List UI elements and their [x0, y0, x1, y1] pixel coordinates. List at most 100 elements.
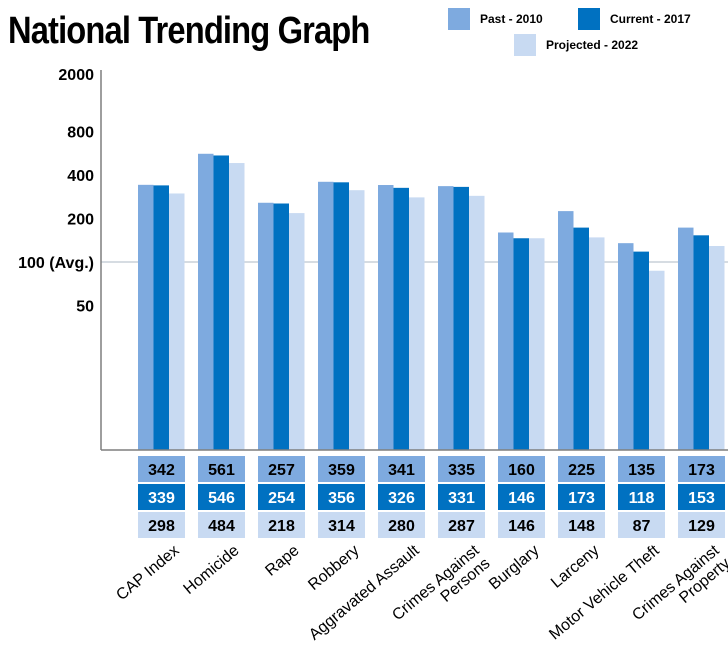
y-tick-label-4: 200: [67, 212, 94, 229]
table-cell-bg-s2-c8: [558, 484, 605, 510]
table-cell-value-s3-c7: 146: [508, 518, 535, 535]
table-cell-value-s3-c10: 129: [688, 518, 715, 535]
bar-s2-c7: [513, 238, 529, 450]
legend-item-projected: Projected - 2022: [514, 34, 638, 56]
category-label-3-line-1: Rape: [262, 542, 302, 580]
table-cell-bg-s2-c2: [198, 484, 245, 510]
table-cell-bg-s3-c1: [138, 512, 185, 538]
table-cell-value-s3-c8: 148: [568, 518, 595, 535]
table-cell-bg-s3-c5: [378, 512, 425, 538]
bar-s2-c10: [693, 235, 709, 450]
table-cell-value-s1-c4: 359: [328, 462, 355, 479]
table-cell-value-s3-c5: 280: [388, 518, 415, 535]
table-cell-bg-s2-c3: [258, 484, 305, 510]
table-cell-bg-s1-c10: [678, 456, 725, 482]
table-cell-value-s1-c8: 225: [568, 462, 595, 479]
table-cell-bg-s3-c4: [318, 512, 365, 538]
table-cell-bg-s2-c7: [498, 484, 545, 510]
table-cell-bg-s2-c10: [678, 484, 725, 510]
table-cell-bg-s3-c10: [678, 512, 725, 538]
table-cell-value-s2-c1: 339: [148, 490, 175, 507]
table-cell-bg-s1-c8: [558, 456, 605, 482]
table-cell-bg-s3-c7: [498, 512, 545, 538]
table-cell-bg-s3-c2: [198, 512, 245, 538]
table-cell-value-s2-c9: 118: [629, 490, 655, 507]
table-cell-bg-s3-c6: [438, 512, 485, 538]
table-cell-bg-s3-c3: [258, 512, 305, 538]
table-cell-value-s3-c6: 287: [448, 518, 475, 535]
bar-s3-c10: [709, 246, 725, 450]
category-label-8: Larceny: [548, 542, 603, 592]
bar-s2-c6: [453, 186, 469, 450]
bar-s2-c3: [273, 203, 289, 450]
legend-label-projected: Projected - 2022: [546, 38, 639, 52]
bar-s2-c8: [573, 227, 589, 450]
table-cell-value-s1-c2: 561: [208, 462, 235, 479]
table-cell-value-s1-c1: 342: [148, 462, 175, 479]
bar-s1-c4: [318, 181, 334, 450]
table-cell-value-s2-c10: 153: [688, 490, 715, 507]
table-cell-value-s2-c2: 546: [208, 490, 235, 507]
bar-s1-c8: [558, 211, 574, 450]
table-cell-bg-s1-c3: [258, 456, 305, 482]
category-label-9: Motor Vehicle Theft: [546, 542, 663, 644]
table-cell-bg-s1-c7: [498, 456, 545, 482]
bar-s1-c1: [138, 184, 154, 450]
table-cell-bg-s2-c1: [138, 484, 185, 510]
table-cell-value-s1-c3: 257: [268, 462, 295, 479]
bar-s3-c4: [349, 190, 365, 450]
table-cell-bg-s2-c9: [618, 484, 665, 510]
table-cell-bg-s1-c1: [138, 456, 185, 482]
category-label-4-line-1: Robbery: [305, 542, 362, 594]
category-label-2: Homicide: [181, 542, 243, 598]
table-cell-bg-s3-c9: [618, 512, 665, 538]
table-cell-value-s2-c5: 326: [388, 490, 415, 507]
category-label-1: CAP Index: [113, 542, 182, 604]
table-cell-bg-s1-c5: [378, 456, 425, 482]
y-tick-label-1: 2000: [58, 67, 94, 84]
legend-swatch-past: [448, 8, 470, 30]
bar-s2-c2: [213, 155, 229, 450]
bar-s3-c7: [529, 238, 545, 450]
bar-s3-c3: [289, 213, 305, 450]
table-cell-value-s1-c9: 135: [628, 462, 655, 479]
table-cell-value-s2-c6: 331: [448, 490, 475, 507]
y-tick-label-2: 800: [67, 125, 94, 142]
table-cell-bg-s1-c4: [318, 456, 365, 482]
category-label-8-line-1: Larceny: [548, 542, 603, 592]
bar-s1-c9: [618, 243, 634, 450]
legend-label-past: Past - 2010: [480, 12, 543, 26]
bar-s1-c5: [378, 185, 394, 450]
bar-s1-c6: [438, 186, 454, 450]
bar-s2-c9: [633, 251, 649, 450]
table-cell-value-s2-c3: 254: [268, 490, 295, 507]
bar-s3-c8: [589, 237, 605, 450]
category-label-5: Aggravated Assault: [306, 542, 423, 644]
bar-s1-c7: [498, 232, 514, 450]
legend-item-current: Current - 2017: [578, 8, 691, 30]
bar-s3-c1: [169, 193, 185, 450]
table-cell-value-s1-c10: 173: [688, 462, 715, 479]
bar-s2-c5: [393, 187, 409, 450]
bar-s1-c3: [258, 202, 274, 450]
table-cell-value-s3-c3: 218: [268, 518, 295, 535]
legend-swatch-current: [578, 8, 600, 30]
category-label-3: Rape: [262, 542, 302, 580]
bar-s1-c2: [198, 153, 214, 450]
legend-item-past: Past - 2010: [448, 8, 543, 30]
table-cell-value-s1-c7: 160: [508, 462, 535, 479]
bar-s3-c2: [229, 163, 245, 450]
table-cell-value-s3-c4: 314: [328, 518, 355, 535]
y-tick-label-6: 50: [76, 298, 94, 315]
category-label-2-line-1: Homicide: [181, 542, 243, 598]
bar-s3-c9: [649, 270, 665, 450]
table-cell-bg-s1-c9: [618, 456, 665, 482]
legend-label-current: Current - 2017: [610, 12, 691, 26]
table-cell-bg-s1-c6: [438, 456, 485, 482]
y-tick-label-5: 100 (Avg.): [18, 255, 94, 272]
bar-s3-c6: [469, 195, 485, 450]
table-cell-value-s1-c6: 335: [448, 462, 475, 479]
category-label-5-line-1: Aggravated Assault: [306, 542, 423, 644]
table-cell-value-s3-c9: 87: [633, 518, 651, 535]
